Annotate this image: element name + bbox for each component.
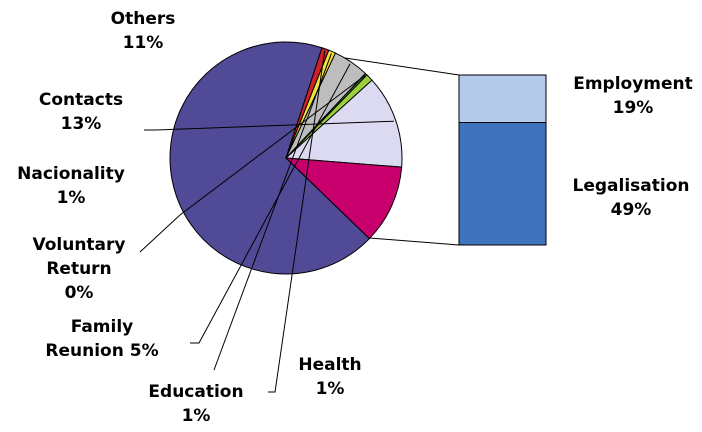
data-label-contacts-line: Contacts [39, 90, 123, 110]
connector-line-top [344, 57, 460, 76]
data-label-others-line: 11% [123, 33, 164, 53]
data-labels: Others 11% Contacts 13% Nacionality 1% Volunta… [17, 9, 693, 426]
data-label-others-line: Others [111, 9, 176, 29]
data-label-employment-line: 19% [613, 98, 654, 118]
data-label-nacionality-line: 1% [57, 188, 86, 208]
data-label-family-line: Family [71, 317, 134, 337]
data-label-legalisation: Legalisation 49% [573, 176, 690, 220]
data-label-health-line: Health [298, 355, 361, 375]
data-label-health-line: 1% [316, 379, 345, 399]
leader-line-family [190, 63, 351, 344]
data-label-employment: Employment 19% [573, 74, 693, 118]
data-label-voluntary-line: 0% [65, 283, 94, 303]
connector-lines [344, 57, 460, 246]
data-label-voluntary-line: Voluntary [32, 235, 125, 255]
bar-segment-legalisation [458, 122, 547, 246]
data-label-health: Health 1% [298, 355, 361, 399]
pie-slice-others [284, 157, 403, 240]
data-label-contacts: Contacts 13% [39, 90, 123, 134]
data-label-education-line: Education [148, 382, 243, 402]
data-label-family-line: Reunion 5% [45, 341, 158, 361]
data-label-education-line: 1% [182, 406, 211, 426]
pie-slices [169, 41, 403, 275]
data-label-employment-line: Employment [573, 74, 693, 94]
pie-slice-contacts [284, 79, 403, 168]
data-label-voluntary: Voluntary Return 0% [32, 235, 125, 303]
connector-line-bottom [369, 237, 460, 246]
bar-segment-employment [458, 74, 547, 123]
data-label-family: Family Reunion 5% [45, 317, 158, 361]
data-label-education: Education 1% [148, 382, 243, 426]
leader-line-health [268, 50, 326, 393]
data-label-contacts-line: 13% [61, 114, 102, 134]
pie-slice-main [169, 41, 371, 275]
data-label-nacionality: Nacionality 1% [17, 164, 125, 208]
leader-line-voluntary [139, 75, 366, 253]
data-label-legalisation-line: 49% [611, 200, 652, 220]
breakdown-bar [458, 74, 547, 246]
leader-line-contacts [144, 120, 394, 131]
data-label-others: Others 11% [111, 9, 176, 53]
data-label-nacionality-line: Nacionality [17, 164, 125, 184]
leader-line-education [213, 53, 332, 371]
data-label-legalisation-line: Legalisation [573, 176, 690, 196]
data-label-voluntary-line: Return [46, 259, 111, 279]
leader-lines [139, 50, 394, 393]
